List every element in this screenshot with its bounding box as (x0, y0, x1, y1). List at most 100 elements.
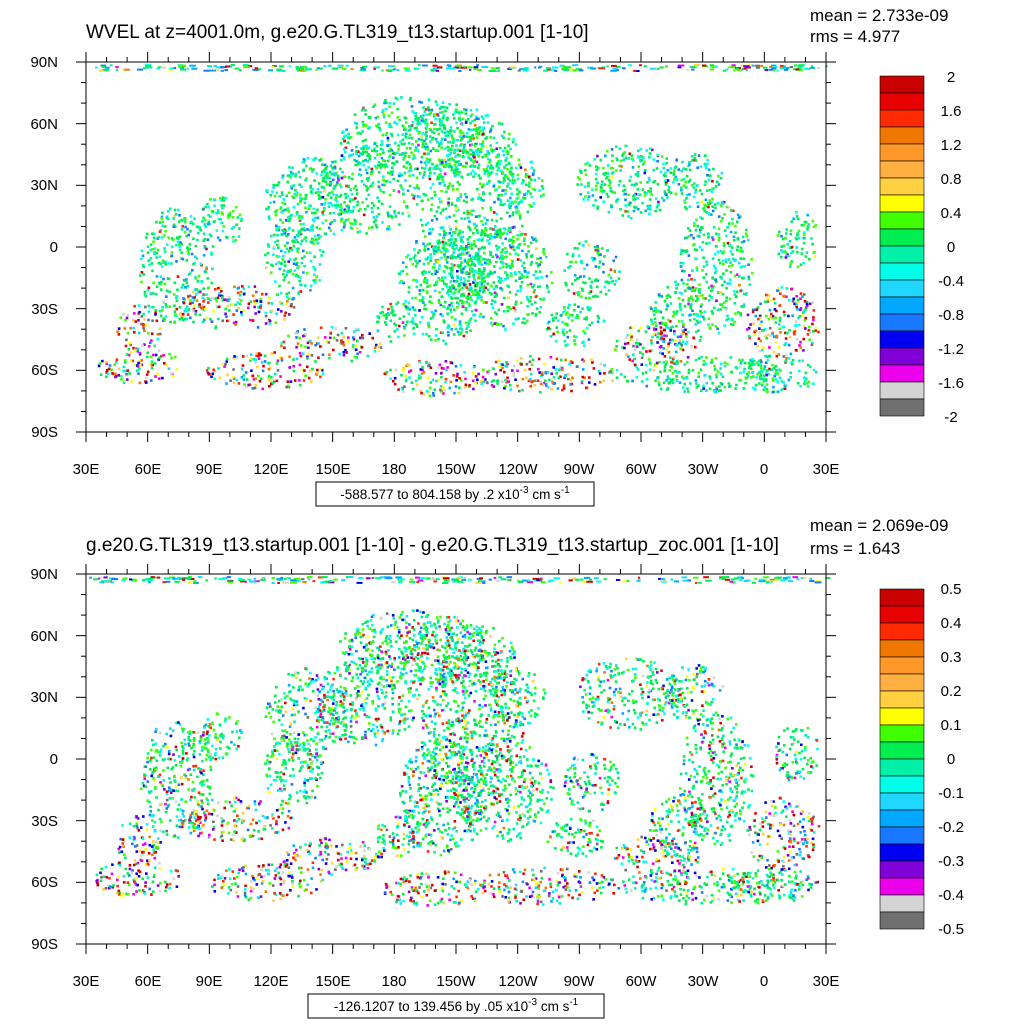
field-cell (446, 187, 450, 190)
field-cell (287, 334, 290, 338)
field-cell (551, 380, 554, 384)
field-cell (492, 136, 496, 140)
field-cell (698, 283, 701, 286)
field-cell (755, 361, 759, 365)
field-cell (449, 308, 452, 311)
field-cell (343, 175, 347, 178)
field-cell (678, 291, 682, 295)
field-cell (324, 167, 328, 171)
field-cell (459, 276, 462, 279)
field-cell (303, 201, 307, 205)
field-cell (260, 377, 263, 381)
field-cell (347, 184, 350, 188)
field-cell (514, 252, 518, 255)
field-cell (469, 270, 473, 273)
field-cell (449, 310, 453, 313)
field-cell (379, 189, 383, 193)
field-cell (266, 207, 270, 211)
field-cell (746, 313, 750, 317)
field-cell (473, 165, 477, 168)
field-cell (447, 239, 451, 242)
field-cell (452, 251, 456, 254)
field-cell (456, 306, 459, 309)
field-cell (354, 348, 358, 351)
field-cell (440, 366, 444, 370)
field-cell (364, 113, 367, 116)
field-cell (622, 189, 625, 193)
field-cell (185, 281, 189, 284)
field-cell (102, 68, 110, 71)
field-cell (409, 96, 412, 100)
field-cell (452, 256, 456, 259)
field-cell (672, 314, 675, 318)
field-cell (645, 384, 649, 388)
field-cell (178, 66, 182, 68)
field-cell (403, 385, 406, 388)
field-cell (457, 198, 461, 202)
field-cell (468, 283, 472, 286)
field-cell (266, 261, 269, 264)
field-cell (511, 260, 514, 263)
field-cell (494, 225, 497, 228)
field-cell (256, 365, 259, 369)
field-cell (149, 243, 153, 246)
field-cell (310, 354, 314, 357)
field-cell (97, 364, 101, 368)
field-cell (299, 290, 303, 293)
field-cell (723, 229, 727, 232)
field-cell (665, 296, 669, 300)
field-cell (693, 221, 696, 225)
field-cell (467, 135, 471, 139)
field-cell (124, 369, 128, 373)
field-cell (288, 355, 291, 358)
field-cell (711, 197, 714, 201)
field-cell (787, 343, 791, 347)
field-cell (630, 216, 633, 220)
field-cell (287, 260, 290, 263)
field-cell (404, 136, 408, 139)
field-cell (425, 163, 428, 167)
field-cell (534, 314, 538, 317)
field-cell (478, 214, 481, 218)
field-cell (487, 152, 491, 155)
field-cell (722, 272, 725, 275)
field-cell (513, 225, 516, 229)
field-cell (388, 101, 392, 105)
field-cell (446, 64, 451, 67)
field-cell (717, 389, 721, 392)
field-cell (377, 171, 381, 174)
field-cell (249, 353, 253, 356)
field-cell (450, 273, 454, 277)
field-cell (445, 118, 449, 122)
field-cell (441, 175, 445, 179)
field-cell (152, 292, 155, 295)
field-cell (422, 392, 426, 396)
field-cell (456, 297, 459, 300)
field-cell (461, 248, 464, 252)
field-cell (297, 292, 300, 295)
field-cell (316, 208, 319, 212)
field-cell (715, 376, 718, 379)
field-cell (281, 193, 284, 197)
field-cell (590, 358, 593, 361)
field-cell (464, 321, 468, 325)
field-cell (280, 357, 284, 360)
field-cell (477, 293, 481, 296)
field-cell (449, 380, 453, 384)
field-cell (602, 172, 605, 176)
field-cell (444, 250, 448, 253)
field-cell (710, 213, 713, 216)
field-cell (386, 138, 390, 142)
field-cell (770, 368, 773, 372)
field-cell (364, 124, 367, 127)
field-cell (679, 265, 683, 268)
field-cell (150, 361, 154, 365)
field-cell (514, 272, 517, 276)
field-cell (481, 378, 485, 382)
field-cell (424, 276, 427, 280)
field-cell (712, 264, 716, 268)
field-cell (788, 329, 791, 332)
field-cell (469, 121, 472, 125)
field-cell (437, 206, 440, 209)
field-cell (767, 294, 771, 297)
